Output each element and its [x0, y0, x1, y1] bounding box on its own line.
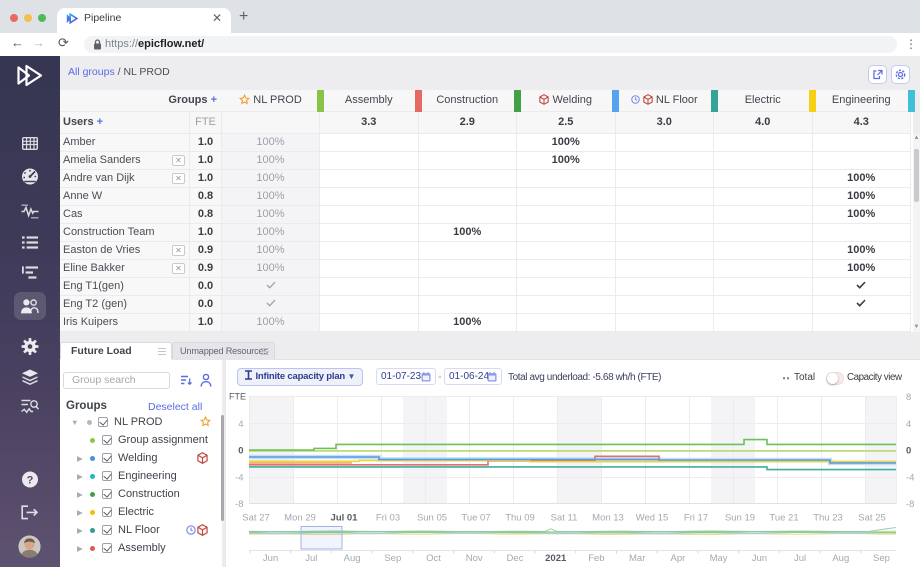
svg-text:?: ? [27, 475, 34, 487]
svg-text:Tue 21: Tue 21 [769, 513, 798, 524]
svg-text:Sat 27: Sat 27 [242, 513, 269, 524]
svg-text:-4: -4 [906, 472, 914, 483]
svg-text:Sun 19: Sun 19 [725, 513, 755, 524]
svg-text:Wed 15: Wed 15 [636, 513, 669, 524]
svg-text:Aug: Aug [832, 553, 849, 564]
svg-text:Dec: Dec [507, 553, 524, 564]
svg-text:Sep: Sep [384, 553, 401, 564]
svg-text:Nov: Nov [466, 553, 483, 564]
svg-text:Mon 29: Mon 29 [284, 513, 316, 524]
svg-text:0: 0 [238, 445, 243, 456]
svg-text:Feb: Feb [588, 553, 604, 564]
svg-text:8: 8 [906, 392, 911, 403]
svg-text:Mon 13: Mon 13 [592, 513, 624, 524]
svg-text:Jul: Jul [794, 553, 806, 564]
svg-text:Sep: Sep [873, 553, 890, 564]
svg-text:-4: -4 [235, 472, 243, 483]
svg-text:Thu 23: Thu 23 [813, 513, 843, 524]
svg-text:May: May [710, 553, 728, 564]
svg-text:Jun: Jun [263, 553, 278, 564]
svg-text:FTE: FTE [229, 392, 246, 402]
svg-text:Apr: Apr [671, 553, 686, 564]
svg-text:Fri 17: Fri 17 [684, 513, 708, 524]
svg-text:2021: 2021 [545, 553, 567, 564]
svg-text:Aug: Aug [344, 553, 361, 564]
svg-text:4: 4 [906, 419, 911, 430]
svg-text:Mar: Mar [629, 553, 645, 564]
svg-text:-8: -8 [235, 499, 243, 510]
svg-text:Jun: Jun [752, 553, 767, 564]
svg-text:4: 4 [238, 419, 243, 430]
svg-text:Oct: Oct [426, 553, 441, 564]
svg-text:Jul: Jul [305, 553, 317, 564]
svg-text:Sun 05: Sun 05 [417, 513, 447, 524]
svg-text:Tue 07: Tue 07 [461, 513, 490, 524]
svg-text:Jul 01: Jul 01 [331, 513, 359, 524]
svg-text:-8: -8 [906, 499, 914, 510]
svg-text:0: 0 [906, 445, 911, 456]
svg-text:Thu 09: Thu 09 [505, 513, 535, 524]
svg-text:Sat 25: Sat 25 [858, 513, 885, 524]
svg-text:Fri 03: Fri 03 [376, 513, 400, 524]
svg-text:Sat 11: Sat 11 [551, 513, 578, 524]
